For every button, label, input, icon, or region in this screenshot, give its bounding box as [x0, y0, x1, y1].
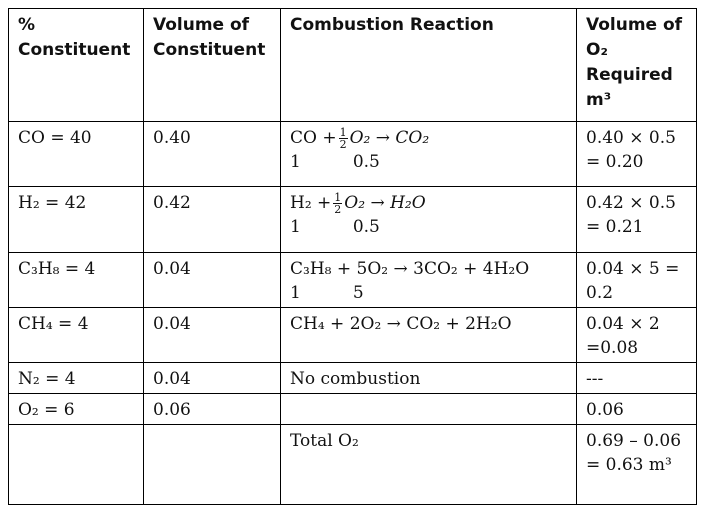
header-row: % Constituent Volume of Constituent Comb… — [8, 8, 697, 122]
cell-constituent: CH₄ = 4 — [8, 307, 144, 363]
o2-calc: 0.40 × 0.5 — [586, 128, 676, 148]
ratio-a: 1 — [290, 283, 301, 303]
cell-volume: 0.06 — [143, 393, 281, 425]
table-row: O₂ = 6 0.06 0.06 — [8, 393, 697, 425]
cell-constituent: N₂ = 4 — [8, 362, 144, 394]
cell-constituent: C₃H₈ = 4 — [8, 252, 144, 308]
mole-ratio: 1 0.5 — [290, 215, 567, 239]
reaction-equation: C₃H₈ + 5O₂ → 3CO₂ + 4H₂O — [290, 259, 530, 279]
table-row: CH₄ = 4 0.04 CH₄ + 2O₂ → CO₂ + 2H₂O 0.04… — [8, 307, 697, 363]
cell-reaction: Total O₂ — [280, 424, 577, 505]
ratio-a: 1 — [290, 152, 301, 172]
cell-o2: 0.04 × 2 =0.08 — [576, 307, 697, 363]
fraction-numerator: 1 — [333, 191, 343, 204]
cell-o2: 0.40 × 0.5 = 0.20 — [576, 121, 697, 187]
cell-volume — [143, 424, 281, 505]
reaction-equation: CH₄ + 2O₂ → CO₂ + 2H₂O — [290, 314, 512, 334]
total-row: Total O₂ 0.69 – 0.06 = 0.63 m³ — [8, 424, 697, 505]
cell-volume: 0.04 — [143, 362, 281, 394]
header-reaction: Combustion Reaction — [280, 8, 577, 122]
o2-result: = 0.20 — [586, 152, 644, 172]
table-row: N₂ = 4 0.04 No combustion --- — [8, 362, 697, 394]
reaction-equation: CO +1 2 O₂ → CO₂ — [290, 126, 567, 150]
ratio-b: 0.5 — [352, 217, 380, 237]
table-row: H₂ = 42 0.42 H₂ +1 2 O₂ → H₂O 1 0.5 0.42 × … — [8, 186, 697, 253]
cell-volume: 0.04 — [143, 307, 281, 363]
o2-calc: 0.42 × 0.5 — [586, 193, 676, 213]
cell-reaction: H₂ +1 2 O₂ → H₂O 1 0.5 — [280, 186, 577, 253]
cell-o2: --- — [576, 362, 697, 394]
ratio-a: 1 — [290, 217, 301, 237]
table-row: CO = 40 0.40 CO +1 2 O₂ → CO₂ 1 0.5 0.40 × … — [8, 121, 697, 187]
reaction-equation: H₂ +1 2 O₂ → H₂O — [290, 191, 567, 215]
cell-volume: 0.04 — [143, 252, 281, 308]
cell-volume: 0.42 — [143, 186, 281, 253]
cell-reaction: CH₄ + 2O₂ → CO₂ + 2H₂O — [280, 307, 577, 363]
reaction-rhs: O₂ → CO₂ — [349, 128, 430, 148]
cell-constituent — [8, 424, 144, 505]
ratio-b: 0.5 — [352, 152, 380, 172]
fraction-denominator: 2 — [334, 203, 342, 216]
header-constituent: % Constituent — [8, 8, 144, 122]
cell-o2: 0.69 – 0.06 = 0.63 m³ — [576, 424, 697, 505]
fraction-numerator: 1 — [338, 126, 348, 139]
cell-o2: 0.42 × 0.5 = 0.21 — [576, 186, 697, 253]
reaction-lhs: CO + — [290, 128, 337, 148]
o2-calc: 0.04 × 5 = — [586, 259, 680, 279]
o2-calc: 0.04 × 2 — [586, 314, 660, 334]
cell-o2: 0.04 × 5 = 0.2 — [576, 252, 697, 308]
cell-constituent: H₂ = 42 — [8, 186, 144, 253]
header-volume: Volume of Constituent — [143, 8, 281, 122]
fraction-denominator: 2 — [339, 138, 347, 151]
o2-calc: 0.69 – 0.06 — [586, 431, 682, 451]
reaction-lhs: H₂ + — [290, 193, 332, 213]
reaction-rhs: O₂ → H₂O — [344, 193, 426, 213]
cell-o2: 0.06 — [576, 393, 697, 425]
o2-result: = 0.21 — [586, 217, 644, 237]
ratio-b: 5 — [352, 283, 364, 303]
o2-result: = 0.63 m³ — [586, 455, 672, 475]
table-row: C₃H₈ = 4 0.04 C₃H₈ + 5O₂ → 3CO₂ + 4H₂O 1… — [8, 252, 697, 308]
cell-constituent: O₂ = 6 — [8, 393, 144, 425]
o2-result: =0.08 — [586, 338, 639, 358]
combustion-table: % Constituent Volume of Constituent Comb… — [8, 8, 697, 505]
cell-reaction — [280, 393, 577, 425]
cell-constituent: CO = 40 — [8, 121, 144, 187]
mole-ratio: 1 0.5 — [290, 150, 567, 174]
cell-volume: 0.40 — [143, 121, 281, 187]
cell-reaction: No combustion — [280, 362, 577, 394]
cell-reaction: CO +1 2 O₂ → CO₂ 1 0.5 — [280, 121, 577, 187]
header-o2-required: Volume of O₂ Required m³ — [576, 8, 697, 122]
o2-result: 0.2 — [586, 283, 614, 303]
